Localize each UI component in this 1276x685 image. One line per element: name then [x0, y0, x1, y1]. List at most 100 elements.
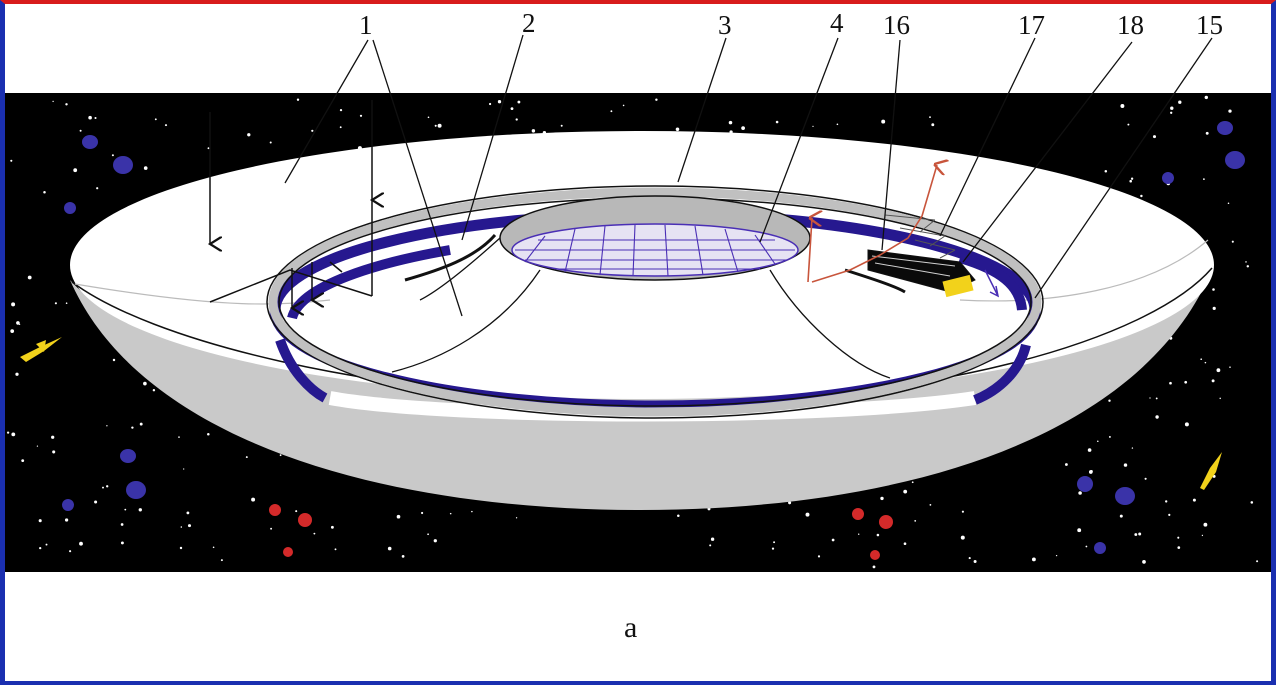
- star: [220, 559, 223, 562]
- star: [1078, 491, 1082, 495]
- star: [622, 104, 625, 107]
- star: [1231, 240, 1234, 243]
- star: [710, 537, 715, 541]
- star: [38, 519, 42, 523]
- star: [773, 541, 776, 544]
- star: [655, 98, 658, 101]
- star: [914, 520, 917, 522]
- star: [1119, 514, 1123, 518]
- star: [471, 510, 473, 513]
- star: [677, 514, 680, 517]
- collector-grid: [515, 224, 795, 277]
- yellow-sparkle-right: [1200, 452, 1222, 490]
- star: [1077, 528, 1082, 533]
- star: [1127, 123, 1130, 126]
- star: [515, 118, 518, 121]
- star: [120, 523, 124, 526]
- star: [929, 116, 931, 119]
- star: [359, 114, 363, 117]
- star: [1170, 106, 1174, 110]
- star: [434, 124, 437, 127]
- star: [179, 546, 183, 550]
- star: [427, 533, 429, 536]
- star: [788, 501, 792, 505]
- star: [973, 560, 977, 563]
- star: [1168, 513, 1171, 517]
- star: [245, 456, 248, 459]
- star: [1055, 554, 1058, 557]
- star: [560, 124, 563, 127]
- star: [517, 100, 521, 104]
- star: [102, 486, 104, 489]
- star: [1165, 500, 1168, 503]
- star: [164, 124, 168, 127]
- star: [152, 388, 156, 392]
- star: [1085, 545, 1088, 548]
- support-lines: [391, 237, 891, 379]
- star: [433, 539, 437, 543]
- star: [805, 512, 810, 517]
- star: [313, 532, 316, 535]
- grey-ring: [266, 185, 1044, 419]
- star: [1205, 131, 1209, 135]
- star: [52, 100, 54, 103]
- star: [36, 445, 39, 447]
- star: [1228, 109, 1232, 113]
- star: [1229, 366, 1231, 368]
- star: [876, 533, 880, 537]
- star: [45, 543, 48, 546]
- subfigure-label: a: [624, 611, 637, 644]
- star: [1178, 100, 1182, 104]
- star: [858, 533, 860, 535]
- star: [1184, 380, 1188, 384]
- star: [79, 541, 83, 546]
- star: [421, 511, 424, 515]
- star: [1169, 381, 1172, 385]
- star: [186, 511, 190, 515]
- label-3: 3: [718, 10, 732, 40]
- star: [1203, 178, 1205, 181]
- star: [11, 302, 16, 307]
- star: [138, 508, 142, 512]
- star: [178, 436, 180, 438]
- star: [51, 435, 55, 439]
- star: [251, 497, 256, 502]
- label-4: 4: [830, 8, 844, 38]
- incident-arrows: [210, 100, 372, 308]
- star: [1131, 447, 1134, 449]
- star: [1152, 135, 1157, 139]
- star: [812, 125, 814, 128]
- star: [968, 557, 971, 560]
- star: [449, 512, 452, 515]
- star: [1170, 111, 1173, 114]
- star: [39, 546, 42, 550]
- star: [437, 123, 442, 128]
- star: [1184, 422, 1189, 427]
- star: [1089, 469, 1093, 473]
- star: [960, 535, 965, 540]
- vehicle: [844, 214, 1000, 298]
- label-17: 17: [1018, 10, 1045, 40]
- star: [124, 508, 127, 511]
- star: [131, 426, 134, 429]
- star: [247, 133, 251, 137]
- star: [154, 118, 157, 121]
- star: [1204, 361, 1207, 364]
- star: [831, 538, 835, 542]
- star: [94, 500, 98, 504]
- star: [143, 166, 148, 170]
- star: [1245, 261, 1247, 263]
- star: [15, 372, 19, 376]
- label-1: 1: [359, 10, 373, 40]
- star: [1064, 463, 1068, 466]
- star: [961, 510, 964, 513]
- star: [88, 115, 92, 120]
- star: [10, 329, 15, 333]
- star: [112, 358, 116, 362]
- star: [65, 103, 68, 106]
- star: [1192, 498, 1196, 502]
- label-18: 18: [1117, 10, 1144, 40]
- star: [741, 126, 745, 130]
- star: [10, 159, 13, 162]
- star: [675, 127, 680, 132]
